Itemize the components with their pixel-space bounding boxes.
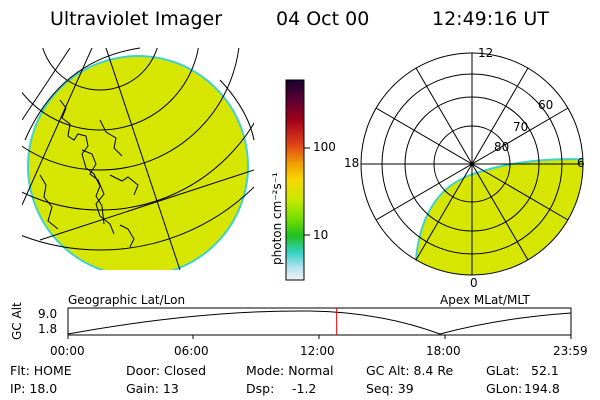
- glon-label: GLon:: [486, 381, 523, 396]
- orbit-xtick-2: 12:00: [300, 344, 335, 358]
- time-readout: 12:49:16 UT: [432, 8, 549, 30]
- gain-readout: Gain: 13: [126, 381, 179, 396]
- magnetic-map: [360, 52, 584, 276]
- orbit-xtick-0: 00:00: [50, 344, 85, 358]
- app-title: Ultraviolet Imager: [50, 8, 223, 30]
- glat-value: 52.1: [531, 363, 559, 378]
- mlat-label-60: 60: [538, 98, 554, 112]
- mlt-label-18: 18: [344, 156, 360, 170]
- orbit-plot: [67, 307, 572, 339]
- orbit-arcs: [24, 47, 255, 141]
- door-readout: Door: Closed: [126, 363, 207, 378]
- mode-readout: Mode: Normal: [246, 363, 334, 378]
- date-readout: 04 Oct 00: [276, 8, 370, 30]
- orbit-ytick-top: 9.0: [38, 307, 58, 321]
- geo-panel-label: Geographic Lat/Lon: [68, 293, 186, 307]
- seq-readout: Seq: 39: [366, 381, 414, 396]
- mag-panel-label: Apex MLat/MLT: [440, 293, 530, 307]
- flt-readout: Flt: HOME: [10, 363, 72, 378]
- glat-label: GLat:: [486, 363, 520, 378]
- ip-readout: IP: 18.0: [10, 381, 58, 396]
- mlat-label-70: 70: [513, 120, 529, 134]
- mlt-label-12: 12: [478, 46, 494, 60]
- auroral-disk-geo: [27, 55, 249, 270]
- orbit-ticks: [67, 335, 572, 339]
- colorbar-tick-100: 100: [313, 140, 336, 154]
- orbit-xtick-3: 18:00: [426, 344, 461, 358]
- glon-value: 194.8: [524, 381, 560, 396]
- mlt-lines: [361, 53, 583, 275]
- lat-circles: [22, 48, 254, 251]
- dsp-value: -1.2: [292, 381, 317, 396]
- dsp-label: Dsp:: [246, 381, 275, 396]
- colorbar-unit-label: photon cm⁻²s⁻¹: [270, 172, 284, 265]
- altitude-curve: [67, 310, 572, 335]
- gc-alt-readout: GC Alt: 8.4 Re: [366, 363, 454, 378]
- orbit-ytick-bottom: 1.8: [38, 322, 58, 336]
- orbit-xtick-4: 23:59: [553, 344, 588, 358]
- mlat-label-80: 80: [494, 140, 510, 154]
- orbit-frame: [67, 307, 572, 336]
- meridians: [22, 48, 254, 270]
- colorbar-tick-10: 10: [313, 228, 329, 242]
- mlt-label-6: 6: [577, 156, 585, 170]
- orbit-axis-label: GC Alt: [10, 302, 24, 340]
- orbit-xtick-1: 06:00: [174, 344, 209, 358]
- mlt-label-0: 0: [470, 276, 478, 290]
- colorbar: [285, 79, 305, 281]
- geographic-map: [22, 48, 254, 270]
